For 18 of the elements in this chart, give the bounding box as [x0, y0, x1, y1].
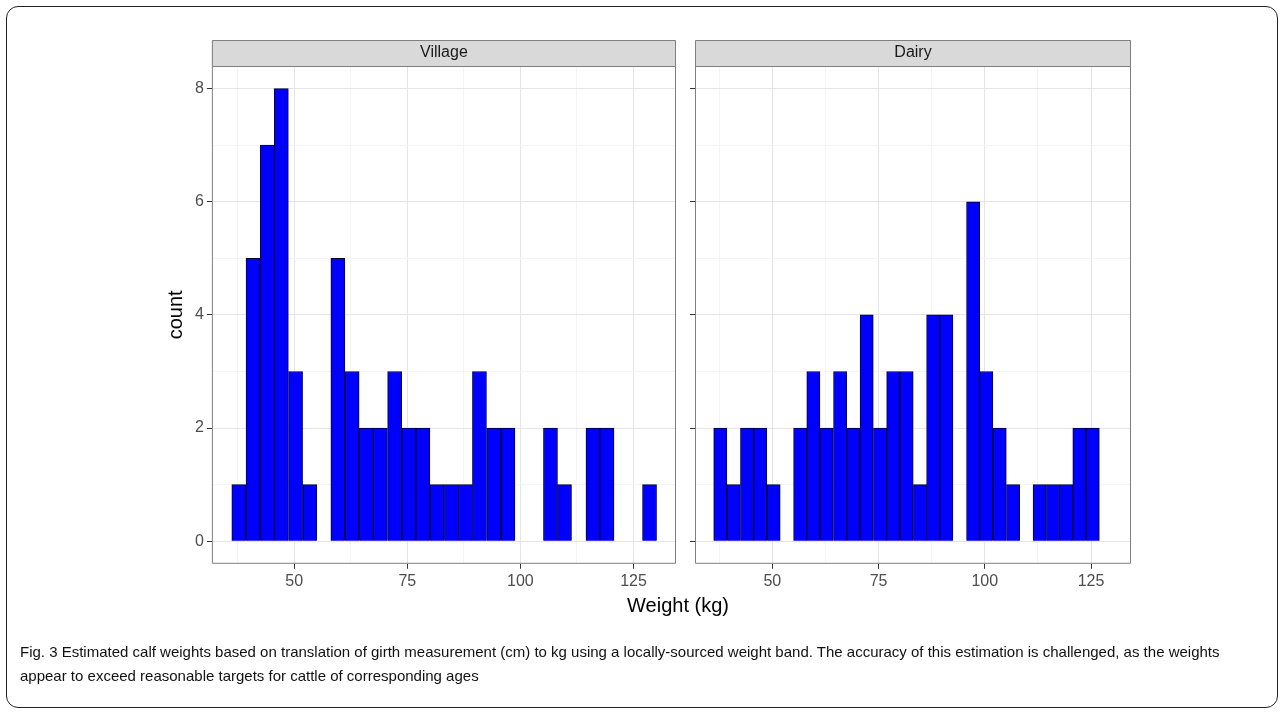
- x-tick-label: 75: [398, 571, 417, 589]
- x-tick-label: 125: [620, 571, 647, 589]
- y-tick-label: 2: [194, 418, 204, 436]
- x-tick-label: 100: [507, 571, 534, 589]
- x-tick-label: 125: [1077, 571, 1105, 589]
- caption: Fig. 3 Estimated calf weights based on translation of girth measurement (cm) to kg using a locally-sourced weight band. The accuracy of this estimation is challenged, as the weights appear to exceed reasonable targets for cattle of corresponding ages: [20, 642, 1221, 686]
- y-tick-label: 6: [194, 192, 204, 210]
- y-tick-label: 4: [194, 305, 204, 323]
- x-tick-label: 50: [285, 571, 304, 589]
- x-tick-label: 75: [869, 571, 888, 589]
- chart-title: Village: [420, 43, 468, 61]
- y-axis-title: count: [163, 290, 186, 340]
- y-tick-label: 0: [194, 531, 204, 549]
- chart-title: Dairy: [894, 43, 932, 61]
- x-axis-title: Weight (kg): [627, 594, 729, 617]
- x-tick-label: 100: [971, 571, 999, 589]
- x-tick-label: 50: [763, 571, 782, 589]
- y-tick-label: 8: [194, 79, 204, 97]
